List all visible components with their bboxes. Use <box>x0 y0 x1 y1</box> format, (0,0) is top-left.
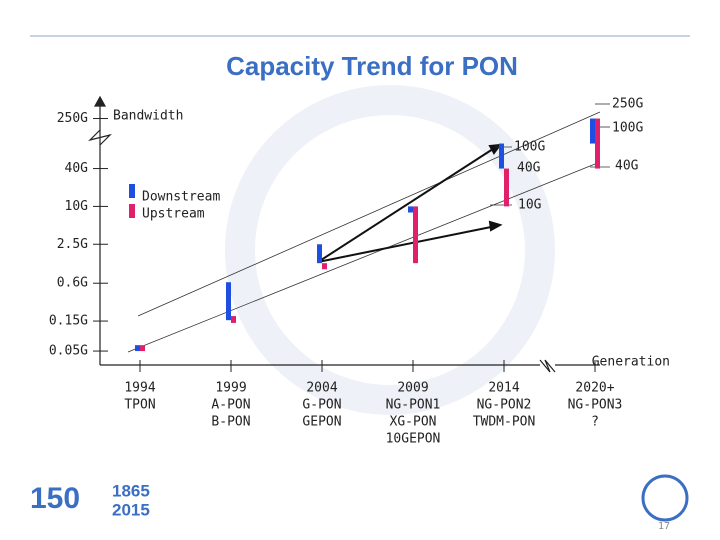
legend-label: Downstream <box>142 190 220 205</box>
bar <box>322 263 327 270</box>
x-tick-label: NG-PON3 <box>568 398 623 413</box>
annotation: 250G <box>612 97 643 112</box>
y-tick-label: 250G <box>57 111 88 126</box>
y-tick-label: 0.05G <box>49 344 88 359</box>
x-tick-label: TPON <box>124 398 155 413</box>
y-tick-label: 2.5G <box>57 237 88 252</box>
bar <box>413 206 418 264</box>
x-axis-label: Generation <box>592 355 670 370</box>
x-tick-label: 2014 <box>488 381 519 396</box>
annotation: 100G <box>612 121 643 136</box>
x-tick-label: ? <box>591 415 599 430</box>
bar <box>408 206 413 213</box>
watermark <box>225 85 555 415</box>
bar <box>317 244 322 264</box>
x-tick-label: XG-PON <box>390 415 437 430</box>
annotation: 40G <box>615 159 639 174</box>
bar <box>226 282 231 321</box>
x-tick-label: 2004 <box>306 381 337 396</box>
annotation: 40G <box>517 161 541 176</box>
y-tick-label: 0.6G <box>57 276 88 291</box>
bar <box>595 118 600 169</box>
x-tick-label: 2009 <box>397 381 428 396</box>
bar <box>135 345 140 352</box>
bar <box>140 345 145 352</box>
bar <box>499 143 504 169</box>
legend-label: Upstream <box>142 207 205 222</box>
legend-swatch <box>129 204 135 218</box>
itu-logo <box>641 474 689 522</box>
x-tick-label: 1994 <box>124 381 155 396</box>
y-tick-label: 40G <box>65 161 89 176</box>
x-tick-label: NG-PON1 <box>386 398 441 413</box>
bar <box>590 118 595 144</box>
y-tick-label: 10G <box>65 199 89 214</box>
y-axis-label: Bandwidth <box>113 109 183 124</box>
legend-swatch <box>129 184 135 198</box>
page-number: 17 <box>658 521 670 532</box>
arrows <box>317 143 503 263</box>
x-tick-label: 2020+ <box>575 381 614 396</box>
bar <box>231 316 236 323</box>
x-tick-label: 1999 <box>215 381 246 396</box>
x-tick-label: G-PON <box>302 398 341 413</box>
x-tick-label: TWDM-PON <box>473 415 536 430</box>
x-tick-label: 10GEPON <box>386 432 441 447</box>
annotation: 100G <box>514 140 545 155</box>
x-tick-label: NG-PON2 <box>477 398 532 413</box>
logo-number: 150 <box>30 482 80 515</box>
trend-lines <box>127 111 601 353</box>
logo-year: 1865 <box>112 481 150 500</box>
x-tick-label: B-PON <box>211 415 250 430</box>
annotation: 10G <box>518 198 542 213</box>
chart-title: Capacity Trend for PON <box>226 51 518 81</box>
y-tick-label: 0.15G <box>49 314 88 329</box>
logo-year: 2015 <box>112 500 150 519</box>
bar <box>504 168 509 207</box>
x-tick-label: GEPON <box>302 415 341 430</box>
x-tick-label: A-PON <box>211 398 250 413</box>
